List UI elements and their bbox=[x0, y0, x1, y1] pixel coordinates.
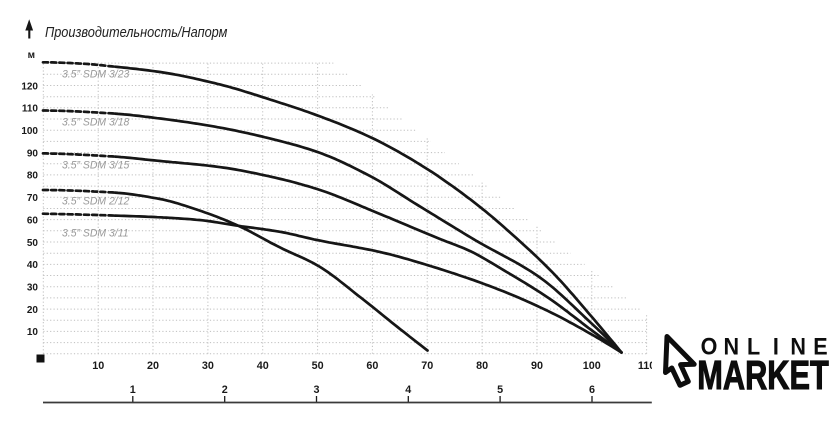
svg-text:80: 80 bbox=[27, 171, 39, 182]
svg-text:4: 4 bbox=[405, 384, 411, 396]
svg-text:Производительность/Напорм: Производительность/Напорм bbox=[45, 23, 228, 40]
svg-text:60: 60 bbox=[27, 215, 39, 226]
svg-text:70: 70 bbox=[27, 193, 39, 204]
svg-text:70: 70 bbox=[421, 360, 433, 372]
svg-text:O: O bbox=[701, 332, 718, 360]
svg-text:L: L bbox=[747, 332, 760, 360]
svg-text:20: 20 bbox=[27, 305, 39, 316]
svg-text:110: 110 bbox=[638, 360, 655, 372]
svg-text:90: 90 bbox=[27, 148, 39, 159]
svg-text:I: I bbox=[773, 332, 779, 360]
svg-text:м: м bbox=[28, 50, 35, 61]
svg-text:5: 5 bbox=[497, 384, 503, 396]
svg-text:3.5” SDM 3/11: 3.5” SDM 3/11 bbox=[62, 227, 129, 239]
svg-text:110: 110 bbox=[22, 104, 39, 115]
svg-text:30: 30 bbox=[27, 283, 39, 294]
svg-text:10: 10 bbox=[92, 360, 104, 372]
svg-text:MARKET: MARKET bbox=[697, 352, 828, 398]
svg-text:40: 40 bbox=[257, 360, 269, 372]
svg-text:3.5” SDM 2/12: 3.5” SDM 2/12 bbox=[62, 195, 129, 207]
svg-text:30: 30 bbox=[202, 360, 214, 372]
svg-text:100: 100 bbox=[21, 126, 38, 137]
svg-text:3.5” SDM 3/23: 3.5” SDM 3/23 bbox=[62, 68, 129, 80]
svg-text:90: 90 bbox=[531, 360, 543, 372]
svg-text:100: 100 bbox=[583, 360, 601, 372]
svg-text:50: 50 bbox=[312, 360, 324, 372]
svg-text:6: 6 bbox=[589, 384, 595, 396]
svg-text:120: 120 bbox=[21, 81, 38, 92]
svg-text:20: 20 bbox=[147, 360, 159, 372]
svg-text:80: 80 bbox=[476, 360, 488, 372]
svg-text:3: 3 bbox=[313, 384, 319, 396]
svg-text:10: 10 bbox=[27, 327, 39, 338]
svg-text:N: N bbox=[790, 332, 806, 360]
svg-text:60: 60 bbox=[366, 360, 378, 372]
svg-text:50: 50 bbox=[27, 238, 39, 249]
svg-text:1: 1 bbox=[130, 384, 136, 396]
svg-text:3.5” SDM 3/15: 3.5” SDM 3/15 bbox=[62, 159, 129, 171]
svg-text:40: 40 bbox=[27, 260, 39, 271]
svg-text:E: E bbox=[813, 332, 827, 360]
svg-text:2: 2 bbox=[222, 384, 228, 396]
svg-text:N: N bbox=[724, 332, 740, 360]
svg-text:3.5” SDM 3/18: 3.5” SDM 3/18 bbox=[62, 116, 129, 128]
